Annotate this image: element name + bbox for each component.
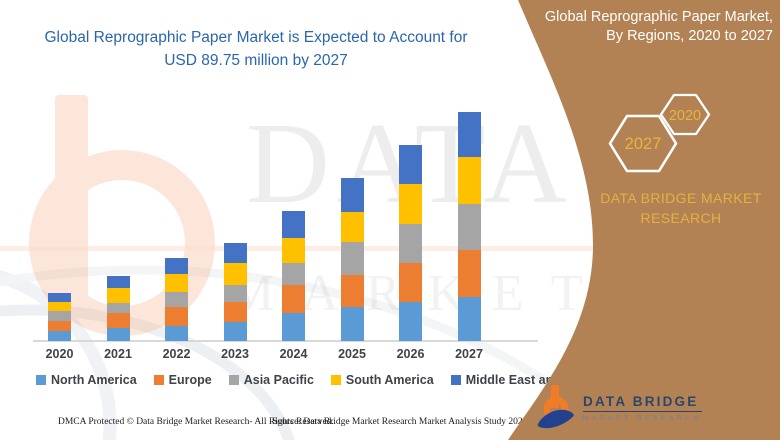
brand-text-line2: RESEARCH (640, 210, 722, 226)
x-axis-label-2020: 2020 (45, 347, 74, 361)
hexagon-2027-label: 2027 (625, 135, 662, 153)
bar-segment-north-america (165, 325, 188, 341)
year-hexagons: 2027 2020 (608, 93, 711, 173)
bar-segment-asia-pacific (340, 242, 364, 275)
bar-2022 (165, 257, 188, 341)
bar-segment-north-america (282, 313, 305, 341)
bar-segment-asia-pacific (223, 285, 247, 302)
logo-subtitle: MARKET RESEARCH (583, 414, 702, 422)
bar-segment-europe (48, 320, 71, 331)
legend-item-south-america: South America (330, 373, 434, 387)
bar-segment-asia-pacific (282, 263, 305, 285)
hexagon-2027 (608, 114, 678, 173)
bar-2020 (48, 293, 71, 341)
legend-label-north-america: North America (51, 373, 137, 387)
legend-swatch-south-america (330, 375, 341, 385)
bar-segment-europe (282, 284, 305, 314)
bar-segment-middle-east-and-africa (165, 257, 188, 275)
x-axis-label-2027: 2027 (455, 347, 483, 361)
chart-title-line2: USD 89.75 million by 2027 (164, 52, 348, 69)
legend-swatch-asia-pacific (228, 375, 239, 385)
bar-2025 (340, 177, 364, 341)
bar-segment-south-america (165, 274, 188, 293)
x-axis-label-2024: 2024 (279, 347, 308, 361)
bar-2027 (457, 111, 481, 341)
brand-text: DATA BRIDGE MARKET RESEARCH (586, 188, 776, 228)
x-axis-label-2026: 2026 (396, 347, 425, 361)
chart-title-line1: Global Reprographic Paper Market is Expe… (44, 29, 468, 46)
bar-segment-north-america (223, 322, 247, 341)
legend-label-asia-pacific: Asia Pacific (243, 373, 314, 387)
bar-2024 (282, 210, 305, 341)
bar-segment-europe (106, 313, 130, 328)
bar-2023 (223, 243, 247, 341)
legend-item-north-america: North America (36, 373, 137, 387)
legend-swatch-middle-east-and-africa (450, 375, 461, 385)
panel-heading: Global Reprographic Paper Market, By Reg… (503, 8, 773, 46)
bar-segment-asia-pacific (399, 224, 422, 264)
x-axis-label-2023: 2023 (221, 347, 249, 361)
x-axis-label-2021: 2021 (104, 347, 132, 361)
bar-segment-europe (165, 306, 188, 326)
hexagon-2020-label: 2020 (669, 108, 701, 124)
bar-segment-asia-pacific (106, 302, 130, 314)
bar-segment-middle-east-and-africa (106, 276, 130, 289)
bar-segment-middle-east-and-africa (282, 210, 305, 239)
legend-label-south-america: South America (345, 373, 434, 387)
chart-title: Global Reprographic Paper Market is Expe… (0, 26, 512, 72)
bar-segment-south-america (340, 211, 364, 243)
bar-segment-asia-pacific (48, 311, 71, 321)
bar-segment-south-america (223, 263, 247, 286)
bar-segment-north-america (48, 331, 71, 341)
bar-segment-north-america (340, 307, 364, 341)
bar-segment-europe (340, 274, 364, 308)
hexagon-2020 (659, 93, 711, 136)
bar-segment-south-america (282, 238, 305, 264)
bar-segment-middle-east-and-africa (48, 293, 71, 302)
panel-heading-line2: By Regions, 2020 to 2027 (606, 28, 773, 44)
bar-segment-middle-east-and-africa (340, 177, 364, 212)
bar-segment-south-america (457, 157, 481, 204)
bar-segment-asia-pacific (165, 292, 188, 307)
bar-2021 (106, 276, 130, 341)
dmca-notice: DMCA Protected © Data Bridge Market Rese… (58, 417, 334, 427)
bar-segment-europe (223, 301, 247, 323)
x-axis-label-2025: 2025 (338, 347, 366, 361)
legend-label-europe: Europe (168, 373, 212, 387)
bar-segment-europe (399, 263, 422, 303)
logo-name: DATA BRIDGE (583, 394, 702, 413)
legend-swatch-europe (153, 375, 164, 385)
legend-item-asia-pacific: Asia Pacific (228, 373, 314, 387)
bar-segment-north-america (106, 327, 130, 341)
brand-text-line1: DATA BRIDGE MARKET (600, 190, 762, 206)
bar-segment-north-america (457, 296, 481, 341)
source-note: Source: Data Bridge Market Research Mark… (272, 417, 528, 427)
bar-segment-south-america (399, 184, 422, 225)
bar-segment-south-america (106, 288, 130, 303)
bar-segment-south-america (48, 301, 71, 312)
data-bridge-logo: DATA BRIDGE MARKET RESEARCH (536, 385, 702, 431)
panel-heading-line1: Global Reprographic Paper Market, (544, 9, 773, 25)
legend-swatch-north-america (36, 375, 46, 385)
bar-segment-north-america (399, 302, 422, 341)
bar-segment-middle-east-and-africa (457, 111, 481, 158)
x-axis-label-2022: 2022 (162, 347, 191, 361)
x-axis-line (33, 340, 538, 342)
data-bridge-logo-icon (537, 385, 574, 429)
bar-segment-middle-east-and-africa (223, 243, 247, 264)
bar-segment-europe (457, 249, 481, 297)
bar-segment-middle-east-and-africa (399, 145, 422, 184)
legend-item-europe: Europe (153, 373, 212, 387)
bar-2026 (399, 145, 422, 341)
bar-segment-asia-pacific (457, 203, 481, 250)
